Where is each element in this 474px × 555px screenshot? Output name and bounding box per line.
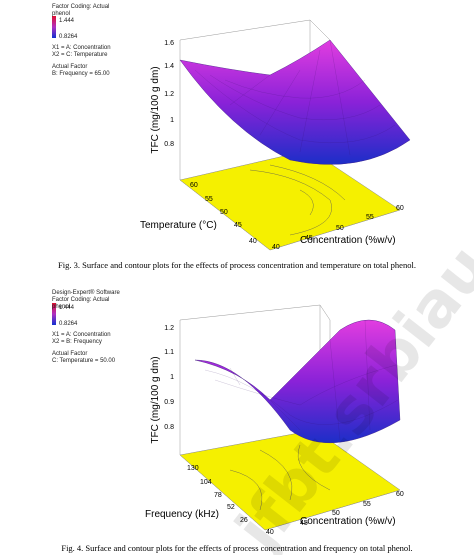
y-axis-label: Temperature (°C) [140, 220, 217, 231]
x-axis-label: Concentration (%w/v) [300, 516, 396, 527]
contour-lines [249, 164, 346, 236]
z-tick-label: 1.4 [164, 63, 174, 70]
legend-high: 1.444 [59, 305, 75, 311]
x-tick-label: 50 [336, 225, 344, 232]
y-tick-label: 78 [214, 492, 222, 499]
legend-text: Factor Coding: Actual [52, 4, 109, 10]
x-tick-label: 60 [396, 205, 404, 212]
y-tick-label: 45 [234, 222, 242, 229]
legend-actual-title: Actual Factor [52, 351, 87, 357]
z-tick-label: 0.9 [164, 399, 174, 406]
response-surface [179, 39, 411, 165]
y-tick-label: 50 [220, 209, 228, 216]
x-tick-label: 50 [332, 510, 340, 517]
legend-text: phenol [52, 304, 70, 310]
x-tick-label: 40 [266, 529, 274, 536]
z-tick-label: 0.8 [164, 424, 174, 431]
z-tick-label: 1.1 [164, 349, 174, 356]
caption: Fig. 3. Surface and contour plots for th… [58, 260, 416, 270]
x-tick-label: 55 [363, 501, 371, 508]
legend-factor: X2 = C: Temperature [52, 52, 108, 58]
legend-high: 1.444 [59, 18, 75, 24]
legend-text: phenol [52, 11, 70, 17]
contour-floor [179, 429, 401, 531]
legend-text: Factor Coding: Actual [52, 297, 109, 303]
x-tick-label: 55 [366, 214, 374, 221]
y-tick-label: 26 [240, 517, 248, 524]
legend-factor: X1 = A: Concentration [52, 332, 111, 338]
y-tick-label: 130 [187, 465, 199, 472]
z-tick-label: 1 [170, 374, 174, 381]
y-tick-label: 52 [227, 504, 235, 511]
x-tick-label: 40 [272, 244, 280, 251]
y-tick-label: 60 [190, 182, 198, 189]
z-axis-label: TFC (mg/100 g dm) [150, 356, 161, 443]
z-axis-label: TFC (mg/100 g dm) [150, 66, 161, 153]
legend-low: 0.8264 [59, 321, 78, 327]
legend-text: Design-Expert® Software [52, 289, 120, 296]
z-tick-label: 1 [170, 117, 174, 124]
surface-mesh [194, 39, 396, 156]
x-tick-label: 45 [300, 520, 308, 527]
contour-lines [229, 444, 331, 511]
x-tick-label: 45 [305, 235, 313, 242]
y-axis-label: Frequency (kHz) [145, 509, 219, 520]
y-tick-label: 55 [205, 196, 213, 203]
legend-factor: X2 = B: Frequency [52, 339, 102, 345]
x-tick-label: 60 [396, 491, 404, 498]
y-tick-label: 104 [200, 479, 212, 486]
contour-floor [179, 149, 401, 251]
legend-actual-title: Actual Factor [52, 64, 87, 70]
caption: Fig. 4. Surface and contour plots for th… [61, 543, 412, 553]
legend-colorbar [52, 303, 56, 325]
legend-low: 0.8264 [59, 34, 78, 40]
surface-mesh [204, 319, 399, 441]
z-tick-label: 1.2 [164, 325, 174, 332]
x-axis-label: Concentration (%w/v) [300, 235, 396, 246]
legend-actual: C: Temperature = 50.00 [52, 358, 116, 364]
y-tick-label: 40 [249, 238, 257, 245]
z-tick-label: 0.8 [164, 141, 174, 148]
z-tick-label: 1.2 [164, 91, 174, 98]
z-tick-label: 1.6 [164, 40, 174, 47]
legend-factor: X1 = A: Concentration [52, 45, 111, 51]
legend-actual: B: Frequency = 65.00 [52, 71, 110, 77]
legend-colorbar [52, 16, 56, 38]
